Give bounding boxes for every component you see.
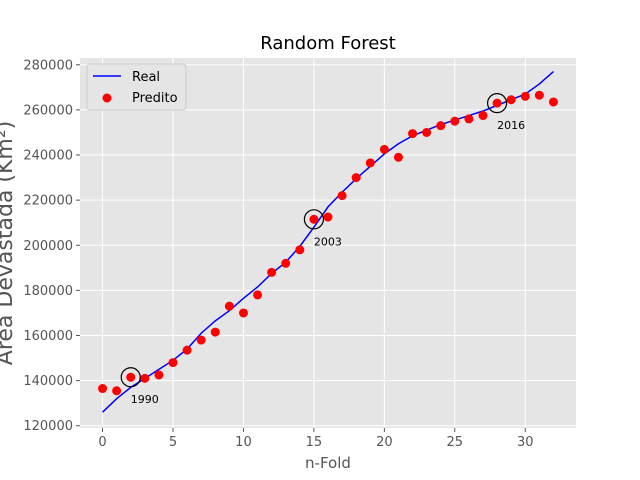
y-axis-label: Área Devastada (Km²) <box>0 121 18 365</box>
annotation-circle <box>303 209 325 230</box>
predito-point <box>492 98 502 108</box>
predito-point <box>450 116 460 126</box>
legend-label-predito: Predito <box>132 91 178 106</box>
x-tick-label: 10 <box>235 435 252 450</box>
predito-point <box>98 384 108 394</box>
predito-point <box>351 173 361 183</box>
annotation-label: 2003 <box>314 235 342 248</box>
annotation-circle <box>120 367 141 388</box>
grid-lines <box>80 58 576 428</box>
predito-point <box>309 214 319 224</box>
predito-point <box>506 95 516 105</box>
predito-point <box>281 258 291 268</box>
y-tick-label: 160000 <box>23 329 73 344</box>
real-line <box>102 70 554 413</box>
series-real <box>102 70 554 413</box>
y-tick-label: 260000 <box>23 103 73 118</box>
x-axis-label: n-Fold <box>305 454 351 472</box>
predito-point <box>408 129 418 139</box>
predito-point <box>168 358 178 368</box>
x-tick-label: 25 <box>447 435 464 450</box>
x-tick-label: 15 <box>306 435 323 450</box>
predito-point <box>154 370 164 380</box>
predito-point <box>126 372 136 382</box>
y-tick-label: 200000 <box>23 239 73 254</box>
predito-point <box>295 245 305 255</box>
predito-point <box>253 290 263 300</box>
predito-point <box>393 152 403 162</box>
y-tick-label: 240000 <box>23 149 73 164</box>
x-tick-label: 5 <box>169 435 177 450</box>
annotation-label: 2016 <box>497 119 525 132</box>
predito-point <box>464 114 474 124</box>
predito-point <box>520 91 530 101</box>
legend-marker-predito <box>102 93 112 103</box>
annotation-label: 1990 <box>131 393 159 406</box>
predito-point <box>337 191 347 201</box>
y-tick-label: 120000 <box>23 419 73 434</box>
predito-point <box>238 308 248 318</box>
y-ticks: 120000 140000 160000 180000 200000 220000 2400… <box>23 58 80 434</box>
y-tick-label: 280000 <box>23 58 73 73</box>
predito-point <box>478 111 488 121</box>
x-ticks: 0 5 10 15 20 25 30 <box>98 428 534 450</box>
predito-point <box>436 121 446 131</box>
chart-title: Random Forest <box>260 33 395 54</box>
predito-point <box>422 127 432 137</box>
predito-point <box>267 267 277 277</box>
series-predito <box>98 90 558 396</box>
predito-point <box>224 301 234 311</box>
legend-label-real: Real <box>132 70 160 85</box>
x-tick-label: 30 <box>517 435 534 450</box>
predito-point <box>365 158 375 168</box>
x-tick-label: 0 <box>98 435 106 450</box>
y-tick-label: 180000 <box>23 284 73 299</box>
predito-point <box>112 386 122 396</box>
predito-point <box>379 144 389 154</box>
predito-point <box>196 335 206 345</box>
x-tick-label: 20 <box>376 435 393 450</box>
legend: Real Predito <box>86 63 187 111</box>
predito-point <box>182 345 192 355</box>
y-tick-label: 220000 <box>23 194 73 209</box>
predito-point <box>548 97 558 107</box>
predito-point <box>534 90 544 100</box>
predito-point <box>210 327 220 337</box>
annotations: 1990 2003 2016 <box>120 93 525 406</box>
predito-point <box>323 212 333 222</box>
y-tick-label: 140000 <box>23 374 73 389</box>
predito-point <box>140 373 150 383</box>
annotation-circle <box>486 93 508 114</box>
